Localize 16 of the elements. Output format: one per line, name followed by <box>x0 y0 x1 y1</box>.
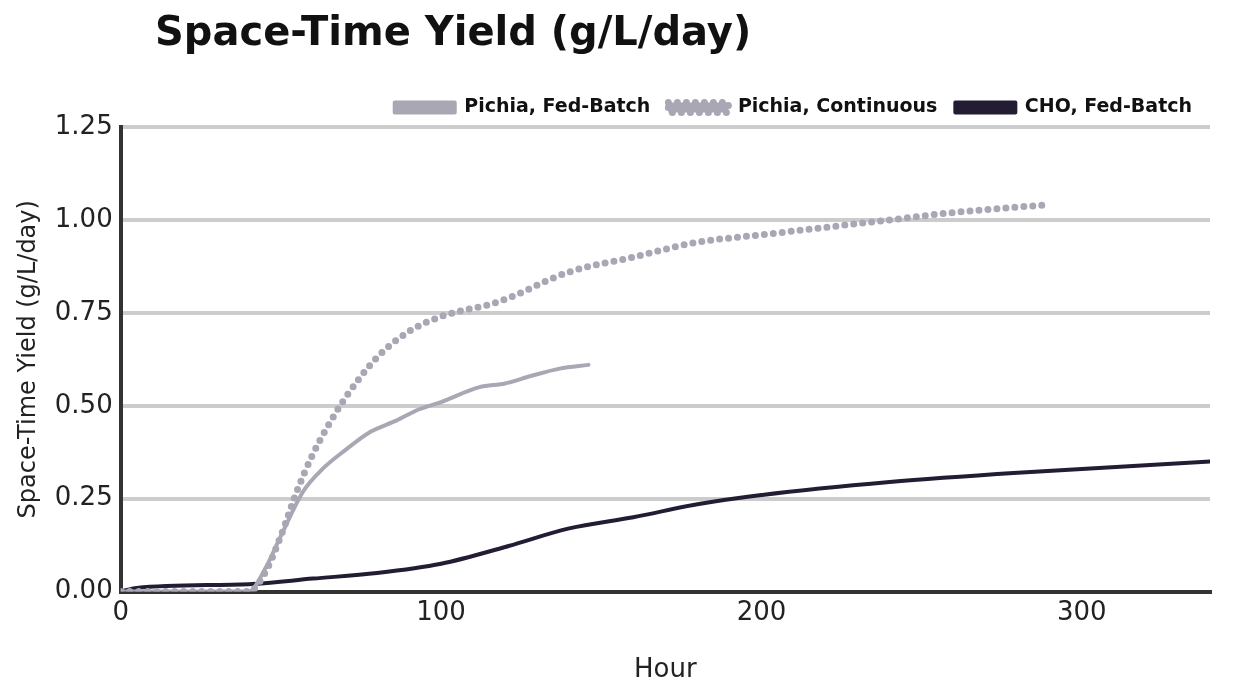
legend-label: Pichia, Continuous <box>737 94 938 117</box>
y-tick-label: 0.75 <box>54 295 113 326</box>
y-axis-title: Space-Time Yield (g/L/day) <box>12 200 41 519</box>
y-tick-label: 0.00 <box>54 574 113 605</box>
legend-label: CHO, Fed-Batch <box>1024 94 1192 117</box>
chart-title: Space-Time Yield (g/L/day) <box>155 8 752 54</box>
x-tick-label: 300 <box>1057 595 1107 626</box>
y-tick-label: 0.50 <box>54 388 113 419</box>
x-tick-label: 0 <box>112 595 129 626</box>
legend-label: Pichia, Fed-Batch <box>464 94 651 117</box>
x-tick-label: 200 <box>736 595 787 626</box>
y-tick-label: 1.00 <box>54 202 113 233</box>
x-axis-title: Hour <box>634 653 697 684</box>
y-tick-label: 0.25 <box>54 481 113 512</box>
x-tick-label: 100 <box>416 595 466 626</box>
y-tick-label: 1.25 <box>54 109 113 140</box>
